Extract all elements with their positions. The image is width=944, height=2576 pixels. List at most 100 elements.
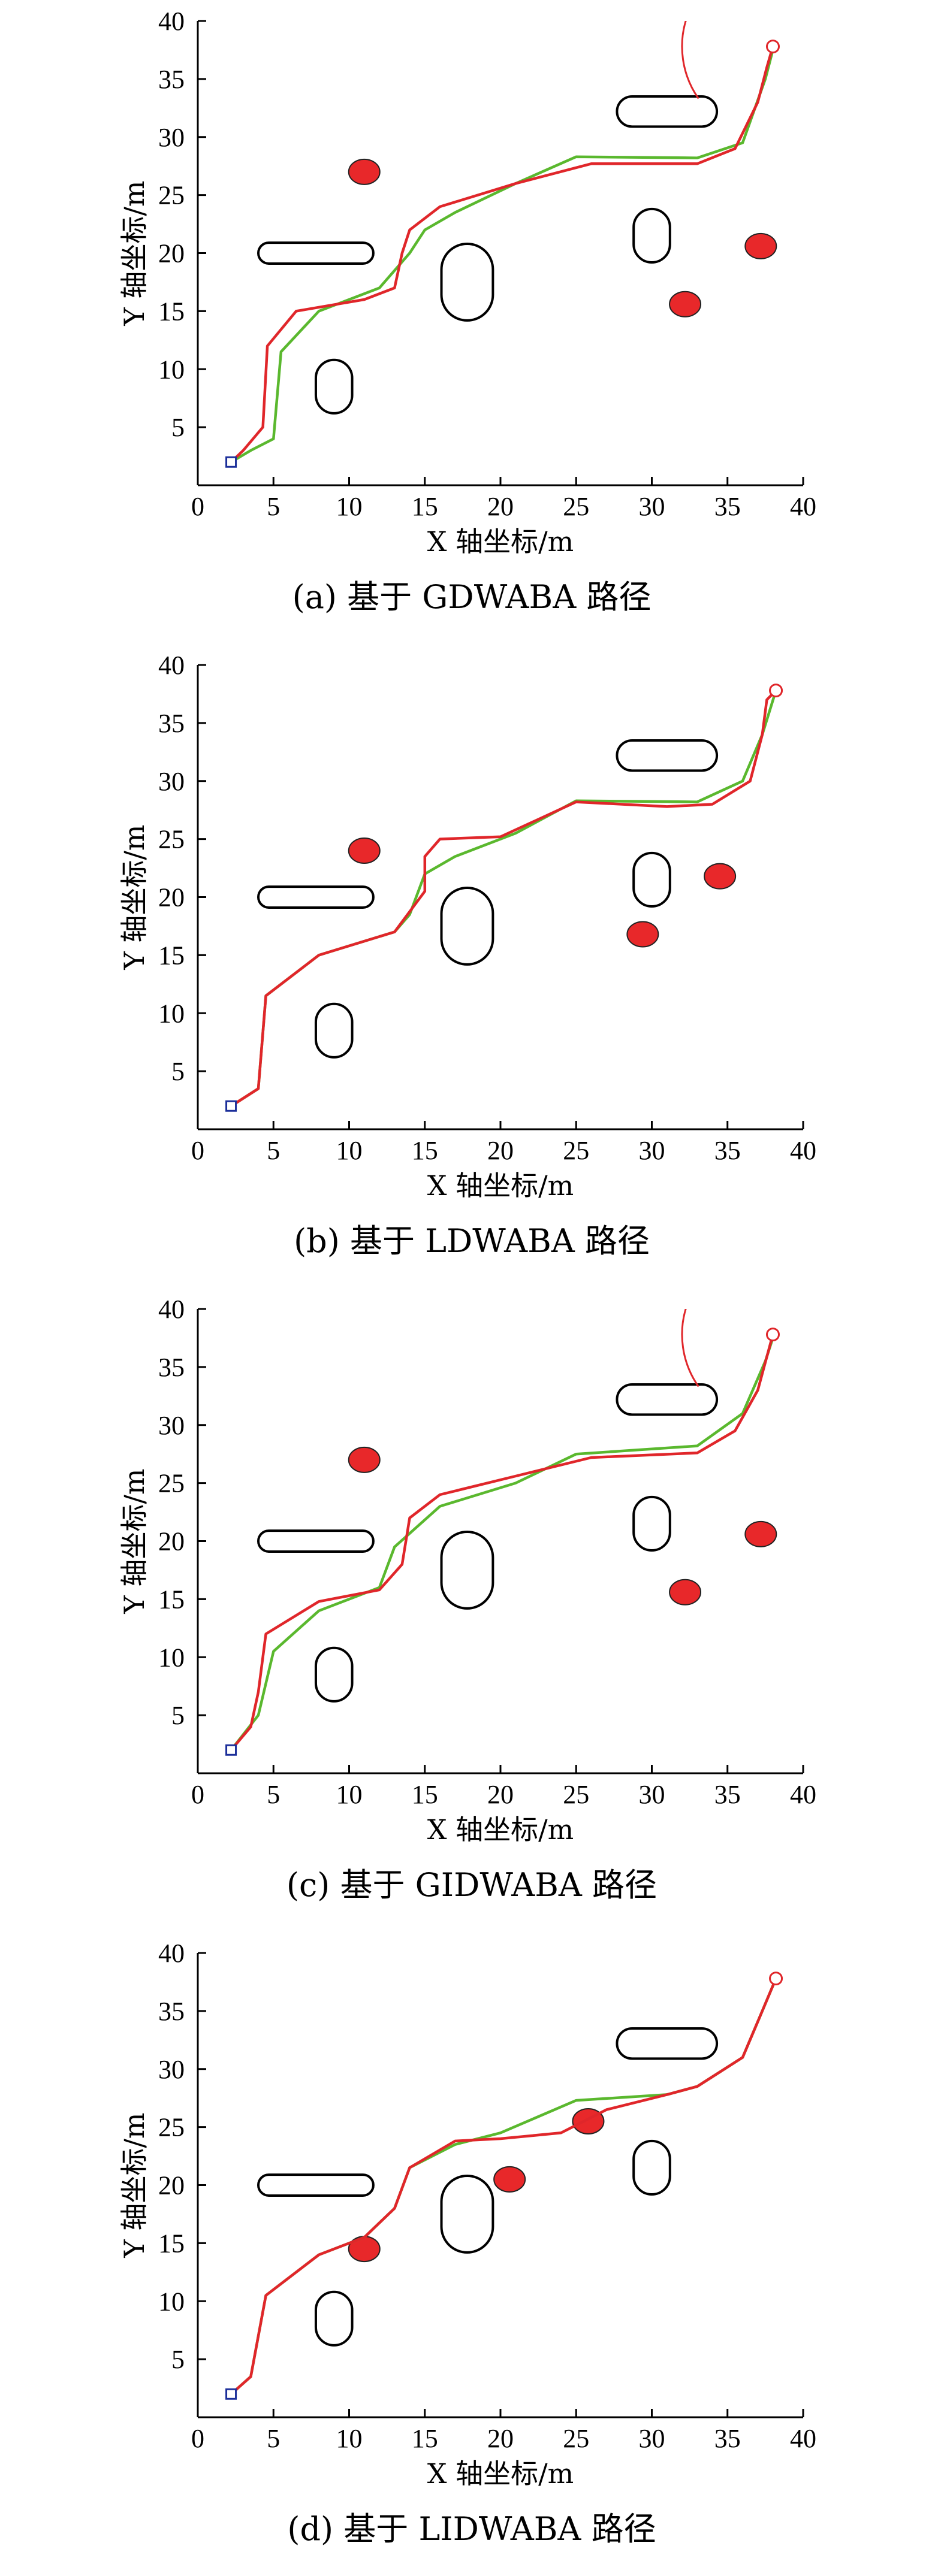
plot-area <box>230 1977 777 2396</box>
y-tick-label: 25 <box>158 1469 185 1498</box>
y-axis-label: Y 轴坐标/m <box>118 180 150 326</box>
chart-svg-1: 0 5 10 15 20 25 30 35 40 5 10 15 20 25 30 35 40 X 轴坐标/m Y … <box>118 7 816 616</box>
x-tick-label: 15 <box>412 1136 438 1165</box>
x-tick-label: 0 <box>191 1136 204 1165</box>
start-marker <box>225 1100 237 1112</box>
x-tick-label: 10 <box>336 1780 363 1809</box>
static-obstacle <box>632 851 671 908</box>
axes: 0 5 10 15 20 25 30 35 40 5 10 15 20 25 30 35 40 X 轴坐标/m Y … <box>118 1295 816 1846</box>
plot-area <box>230 689 777 1108</box>
y-tick-label: 5 <box>171 413 185 442</box>
y-tick-label: 20 <box>158 883 185 912</box>
x-tick-label: 40 <box>790 1136 816 1165</box>
chart-svg-2: 0 5 10 15 20 25 30 35 40 5 10 15 20 25 30 35 40 X 轴坐标/m Y … <box>118 651 816 1260</box>
x-tick-label: 10 <box>336 492 363 521</box>
y-tick-label: 15 <box>158 1585 185 1614</box>
axes: 0 5 10 15 20 25 30 35 40 5 10 15 20 25 30 35 40 X 轴坐标/m Y … <box>118 1939 816 2490</box>
red-path-line <box>230 1333 774 1752</box>
axes: 0 5 10 15 20 25 30 35 40 5 10 15 20 25 30 35 40 X 轴坐标/m Y … <box>118 7 816 558</box>
green-path-line <box>230 49 774 464</box>
static-obstacle <box>616 2027 719 2060</box>
x-tick-label: 40 <box>790 492 816 521</box>
x-tick-label: 0 <box>191 492 204 521</box>
y-tick-label: 35 <box>158 1997 185 2026</box>
static-obstacle <box>440 243 494 322</box>
goal-range-arc <box>681 1309 699 1387</box>
x-tick-label: 10 <box>336 1136 363 1165</box>
static-obstacle <box>314 358 354 415</box>
x-tick-label: 0 <box>191 2424 204 2453</box>
x-axis-label: X 轴坐标/m <box>427 525 574 558</box>
y-tick-label: 10 <box>158 999 185 1028</box>
x-tick-label: 30 <box>639 2424 665 2453</box>
moving-obstacle <box>348 1446 381 1473</box>
y-tick-label: 15 <box>158 2229 185 2258</box>
y-tick-label: 30 <box>158 123 185 152</box>
x-tick-label: 35 <box>714 2424 741 2453</box>
y-tick-label: 25 <box>158 2113 185 2142</box>
moving-obstacle <box>348 837 381 864</box>
goal-range-arc <box>681 21 699 99</box>
y-tick-label: 35 <box>158 65 185 94</box>
y-tick-label: 15 <box>158 297 185 326</box>
y-tick-label: 40 <box>158 7 185 36</box>
x-axis-label: X 轴坐标/m <box>427 1169 574 1202</box>
chart-panel-3: 0 5 10 15 20 25 30 35 40 5 10 15 20 25 30 35 40 X 轴坐标/m Y … <box>0 1288 944 1932</box>
x-tick-label: 5 <box>267 1136 280 1165</box>
x-axis-label: X 轴坐标/m <box>427 1813 574 1846</box>
static-obstacle <box>616 95 719 128</box>
static-obstacle <box>440 887 494 966</box>
y-tick-label: 10 <box>158 2287 185 2316</box>
static-obstacle <box>440 2175 494 2254</box>
y-tick-label: 10 <box>158 355 185 384</box>
static-obstacle <box>257 885 375 909</box>
panel-caption: (c) 基于 GIDWABA 路径 <box>286 1866 657 1904</box>
x-tick-label: 5 <box>267 1780 280 1809</box>
y-tick-label: 30 <box>158 2055 185 2084</box>
chart-panel-4: 0 5 10 15 20 25 30 35 40 5 10 15 20 25 30 35 40 X 轴坐标/m Y … <box>0 1932 944 2576</box>
x-tick-label: 40 <box>790 2424 816 2453</box>
x-axis-label: X 轴坐标/m <box>427 2457 574 2490</box>
y-tick-label: 10 <box>158 1643 185 1672</box>
static-obstacle <box>632 207 671 264</box>
y-tick-label: 30 <box>158 767 185 796</box>
y-tick-label: 25 <box>158 181 185 210</box>
y-tick-label: 15 <box>158 941 185 970</box>
moving-obstacle <box>669 1579 702 1606</box>
x-tick-label: 20 <box>487 1780 514 1809</box>
x-tick-label: 5 <box>267 2424 280 2453</box>
static-obstacle <box>632 1495 671 1552</box>
y-tick-label: 5 <box>171 1701 185 1730</box>
y-tick-label: 20 <box>158 2171 185 2200</box>
y-tick-label: 35 <box>158 1353 185 1382</box>
x-tick-label: 25 <box>563 1136 589 1165</box>
y-tick-label: 40 <box>158 1295 185 1324</box>
x-tick-label: 30 <box>639 1136 665 1165</box>
static-obstacle <box>616 1383 719 1416</box>
moving-obstacle <box>669 291 702 318</box>
y-tick-label: 40 <box>158 1939 185 1968</box>
plot-area <box>230 21 777 464</box>
goal-marker <box>766 40 780 54</box>
static-obstacle <box>632 2139 671 2196</box>
moving-obstacle <box>626 921 659 948</box>
panel-caption: (d) 基于 LIDWABA 路径 <box>287 2510 656 2548</box>
static-obstacle <box>257 2173 375 2197</box>
x-tick-label: 25 <box>563 1780 589 1809</box>
x-tick-label: 25 <box>563 492 589 521</box>
x-tick-label: 15 <box>412 2424 438 2453</box>
x-tick-label: 30 <box>639 1780 665 1809</box>
plot-area <box>230 1309 777 1752</box>
x-tick-label: 25 <box>563 2424 589 2453</box>
static-obstacle <box>616 739 719 772</box>
y-tick-label: 35 <box>158 709 185 738</box>
x-tick-label: 15 <box>412 1780 438 1809</box>
x-tick-label: 20 <box>487 1136 514 1165</box>
x-tick-label: 40 <box>790 1780 816 1809</box>
red-path-line <box>230 45 774 464</box>
moving-obstacle <box>493 2166 526 2193</box>
static-obstacle <box>257 1529 375 1553</box>
y-tick-label: 20 <box>158 239 185 268</box>
x-tick-label: 20 <box>487 2424 514 2453</box>
y-tick-label: 40 <box>158 651 185 680</box>
